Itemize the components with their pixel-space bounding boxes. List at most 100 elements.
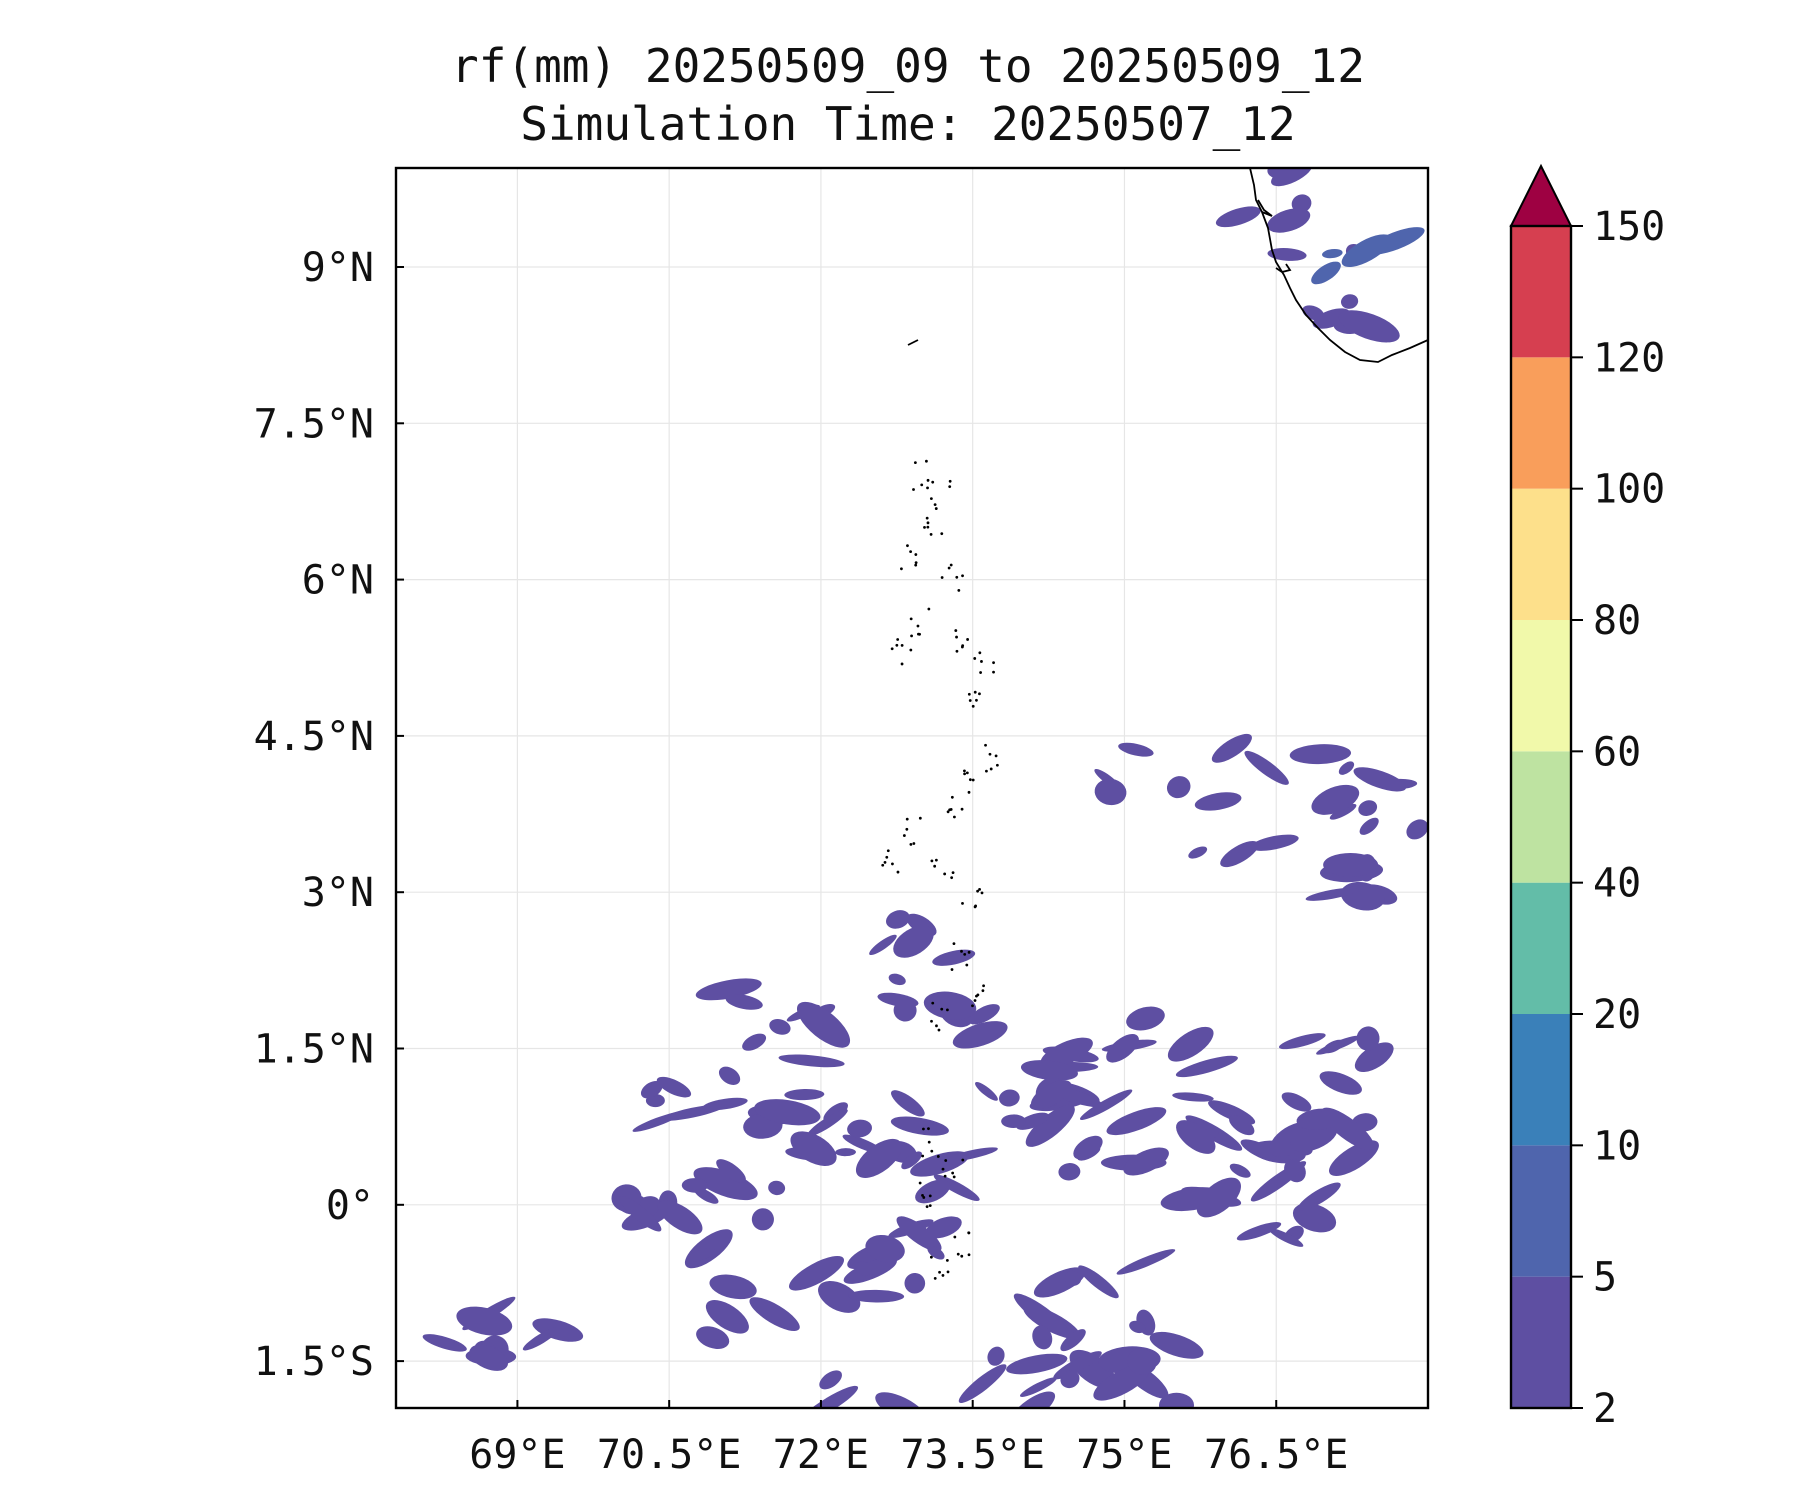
rain-patch (768, 1180, 786, 1196)
atoll-dot (973, 657, 977, 660)
xtick-label: 70.5°E (597, 1432, 742, 1478)
rain-patch (1359, 817, 1379, 835)
atoll-dot (936, 1155, 940, 1158)
atoll-dot (955, 649, 959, 653)
rain-patch (1175, 1055, 1238, 1078)
rain-patch (1126, 1006, 1165, 1031)
atoll-dot (967, 950, 971, 954)
atoll-dot (992, 670, 995, 674)
atoll-dot (951, 871, 955, 875)
rain-patch (1338, 310, 1400, 343)
atoll-dot (930, 1019, 933, 1023)
coastlines (907, 168, 1428, 363)
ytick-label: 1.5°N (254, 1027, 374, 1073)
atoll-dot (896, 870, 900, 874)
rain-patch (1167, 1026, 1214, 1062)
rain-patch (1289, 744, 1352, 765)
rain-patch (725, 994, 763, 1010)
colorbar-tick-label: 20 (1593, 992, 1641, 1038)
atoll-dot (976, 993, 980, 997)
atoll-dot (928, 1204, 932, 1208)
colorbar-band (1511, 620, 1571, 752)
rain-patch (695, 978, 762, 1001)
rain-patch (1319, 1071, 1362, 1095)
map-frame (394, 166, 1430, 1410)
atoll-dot (929, 1255, 933, 1259)
rain-patch (1073, 1135, 1103, 1160)
xtick-label: 69°E (469, 1432, 565, 1478)
rain-patch (1118, 742, 1154, 757)
rain-patch (1229, 1115, 1255, 1136)
rain-patch (888, 973, 906, 986)
minicoy-island (907, 339, 919, 346)
ytick-label: 9°N (302, 245, 374, 291)
rain-patch (1284, 1158, 1306, 1183)
map-title-line1: rf(mm) 20250509_09 to 20250509_12 (451, 39, 1365, 93)
rain-patch (910, 1151, 969, 1177)
rain-patch (835, 1148, 856, 1157)
rain-patch (1220, 840, 1259, 868)
rain-patch (999, 1089, 1020, 1107)
rain-patch (681, 1178, 708, 1193)
rain-patch (1025, 1104, 1075, 1147)
rain-patch (469, 1344, 508, 1371)
atoll-dot (914, 563, 918, 567)
atoll-dot (941, 1167, 945, 1171)
atoll-dot (966, 638, 969, 641)
rain-patch (1106, 1034, 1139, 1063)
atoll-dot (937, 1028, 941, 1032)
atoll-dot (992, 661, 995, 665)
rain-patch (1031, 1080, 1072, 1110)
atoll-dot (918, 632, 921, 636)
colorbar: 2 5 10 20 40 60 80 100 120 150 (1509, 163, 1665, 1432)
atoll-dot (933, 503, 937, 507)
atoll-dot (929, 497, 933, 501)
colorbar-band (1511, 488, 1571, 620)
atoll-dot (912, 488, 915, 491)
rain-patch (1291, 194, 1312, 213)
atoll-dot (941, 1274, 945, 1277)
atoll-dot (927, 1140, 931, 1144)
rain-patch (865, 1235, 905, 1263)
atoll-dot (895, 643, 899, 647)
atoll-dot (947, 566, 951, 570)
rain-patch (1010, 1391, 1056, 1408)
atoll-dot (909, 648, 913, 652)
atoll-dot (967, 790, 971, 794)
rain-patch (1268, 1228, 1304, 1247)
atoll-dot (989, 767, 993, 771)
rain-patch (456, 1306, 513, 1336)
rain-patch (1060, 1329, 1086, 1352)
colorbar-extend-arrow (1509, 163, 1573, 227)
atoll-dot (885, 855, 889, 859)
rain-patch (1013, 1293, 1070, 1336)
atoll-dot (912, 842, 916, 845)
atoll-dot (950, 795, 954, 799)
atoll-dot (971, 1004, 974, 1008)
rain-patch (1271, 168, 1313, 187)
map-title-line2: Simulation Time: 20250507_12 (520, 97, 1295, 151)
rain-patch (1116, 1249, 1176, 1275)
rain-patch (1019, 1377, 1057, 1397)
rain-patch (1016, 1112, 1049, 1130)
atoll-dot (926, 525, 930, 529)
colorbar-band (1511, 226, 1571, 358)
colorbar-tick-label: 80 (1593, 598, 1641, 644)
rain-patch (696, 1326, 730, 1349)
rain-patch (688, 1248, 716, 1262)
rain-patch (522, 1326, 560, 1351)
atoll-dot (995, 763, 999, 767)
atoll-dot (916, 624, 920, 628)
colorbar-band (1511, 1145, 1571, 1277)
rain-patch (1322, 248, 1343, 259)
rain-patch (1340, 294, 1359, 309)
colorbar-band (1511, 751, 1571, 883)
rain-patch (1001, 1114, 1026, 1128)
atoll-dot (948, 485, 952, 489)
rain-patch (1166, 776, 1191, 799)
colorbar-bands (1511, 226, 1571, 1408)
atoll-dot (960, 949, 963, 953)
rain-patch (742, 1033, 767, 1051)
atoll-dot (938, 1270, 941, 1274)
